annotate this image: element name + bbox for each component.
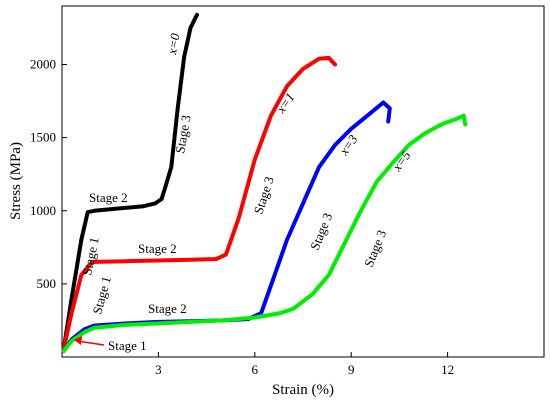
y-tick-label: 1000 [30,203,56,218]
y-tick-label: 500 [37,276,57,291]
y-tick-label: 1500 [30,130,56,145]
x-axis-label: Strain (%) [272,382,334,398]
label-x0: x=0 [164,32,183,57]
stage2-x1: Stage 2 [138,241,177,256]
y-axis-label: Stress (MPa) [8,142,24,220]
stage3-x5: Stage 3 [361,228,389,269]
stage3-x0: Stage 3 [172,114,193,155]
stage1-x1: Stage 1 [89,275,113,316]
plot-frame [61,5,545,358]
label-x1: x=1 [273,90,298,117]
stage2-x3: Stage 2 [148,301,187,316]
label-x3: x=3 [336,131,361,158]
series-line-1 [61,55,338,352]
stage1-arrow [76,340,105,346]
series-line-0 [61,12,199,352]
stage2-x0: Stage 2 [89,190,128,205]
stage1-bottom: Stage 1 [108,338,147,353]
stage1-arrowhead [74,336,82,345]
y-tick-label: 2000 [30,57,56,72]
series-line-2 [61,100,392,354]
axis-ticks: 3 6 9 12 500 1000 1500 2000 [30,57,454,378]
x-tick-label: 9 [348,362,355,377]
x-tick-label: 3 [155,362,162,377]
x-tick-label: 12 [441,362,454,377]
x-tick-label: 6 [252,362,259,377]
series-line-3 [61,113,468,354]
stage3-x1: Stage 3 [251,175,277,216]
label-x5: x=5 [389,147,414,174]
series-layer [61,12,468,354]
stage3-x3: Stage 3 [307,211,335,252]
